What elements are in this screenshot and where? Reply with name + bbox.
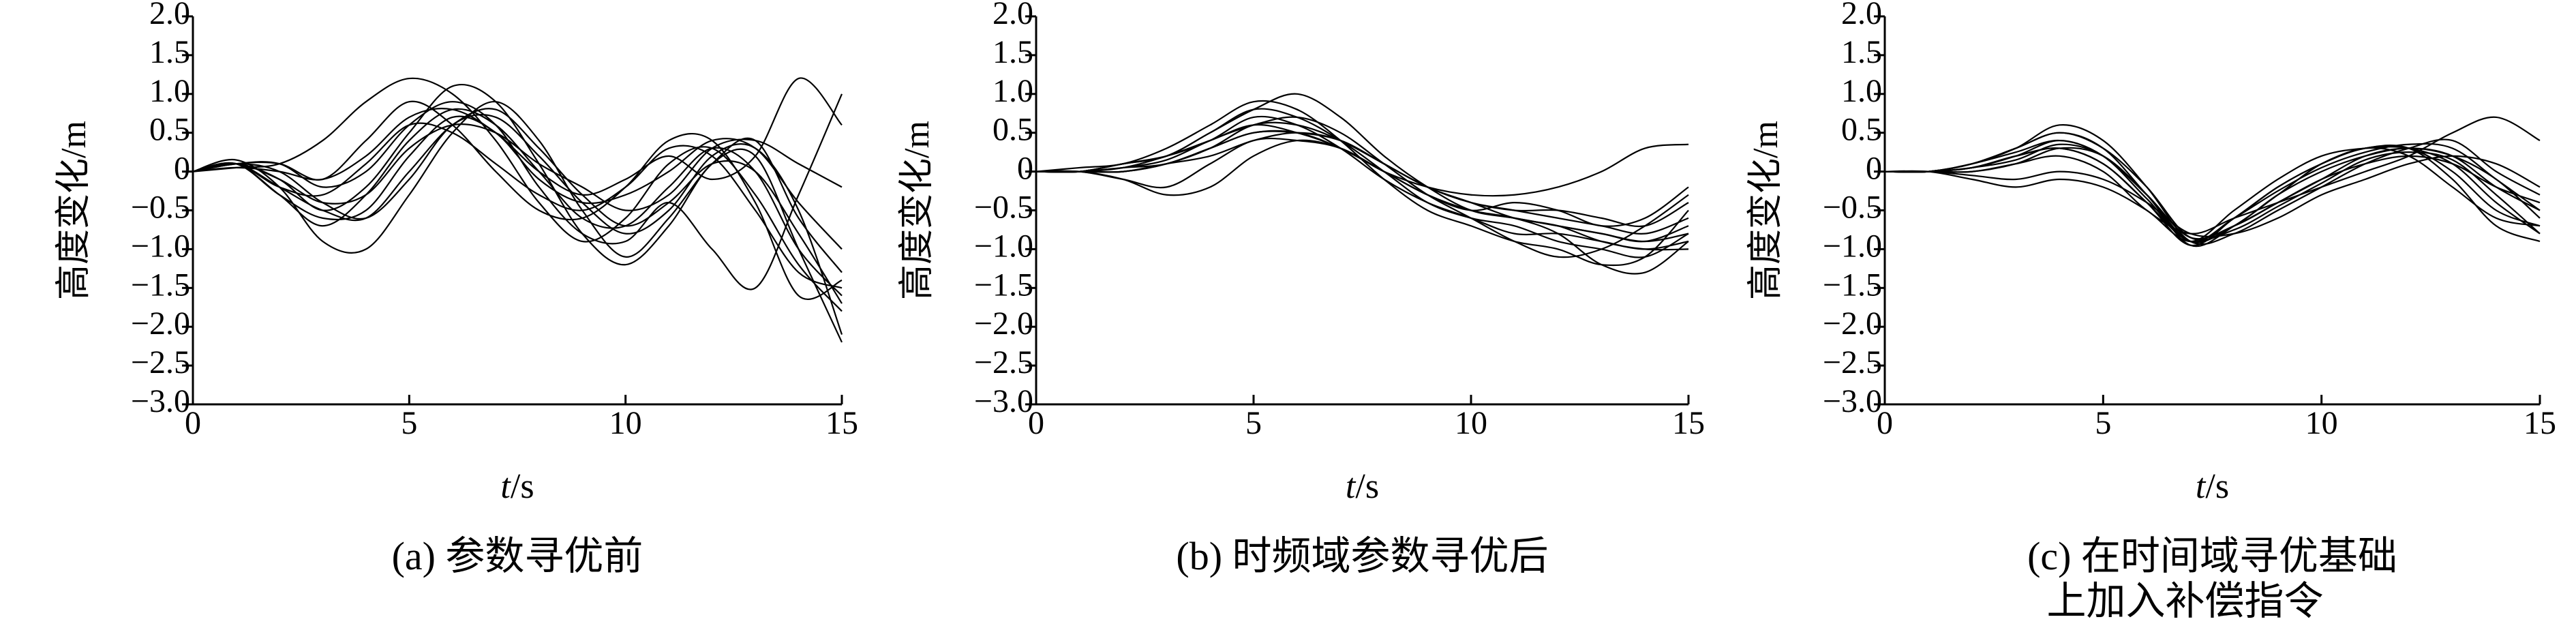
y-tick-label: −2.0 — [131, 305, 190, 342]
data-line — [192, 115, 843, 250]
x-tick-label: 10 — [609, 405, 642, 441]
y-tick-label: 2.0 — [1841, 0, 1882, 31]
x-tick-label: 15 — [1672, 405, 1705, 441]
y-axis-label: 高度变化/m — [55, 121, 93, 300]
y-tick-label: −0.5 — [131, 190, 190, 226]
data-line — [192, 123, 843, 211]
x-tick-label: 10 — [2305, 405, 2338, 441]
data-line — [192, 100, 843, 301]
y-tick-label: 1.5 — [1841, 34, 1882, 70]
x-tick-label: 0 — [185, 405, 201, 441]
y-tick-label: 2.0 — [992, 0, 1033, 31]
panel: 2.01.51.00.50−0.5−1.0−1.5−2.0−2.5−3.00 5 1… — [898, 0, 1705, 578]
data-line — [1885, 116, 2541, 235]
y-tick-label: −3.0 — [131, 383, 190, 419]
data-line — [1035, 93, 1689, 243]
y-axis-label: 高度变化/m — [1746, 121, 1785, 300]
y-tick-label: −1.0 — [131, 228, 190, 264]
y-tick-label: −2.5 — [1823, 344, 1882, 380]
y-tick-label: −1.5 — [974, 267, 1033, 303]
data-line — [192, 83, 843, 343]
x-axis-label: t/s — [1346, 467, 1379, 506]
data-line — [1884, 147, 2541, 247]
y-tick-label: −2.5 — [131, 344, 190, 380]
x-tick-label: 5 — [401, 405, 417, 441]
x-axis-label: t/s — [500, 467, 534, 506]
x-tick-label: 0 — [1877, 405, 1893, 441]
x-tick-label: 15 — [825, 405, 858, 441]
data-line — [1884, 139, 2541, 243]
y-tick-label: 0 — [174, 151, 190, 187]
panel: 2.01.51.00.50−0.5−1.0−1.5−2.0−2.5−3.00 5 1… — [55, 0, 858, 578]
y-tick-label: −2.5 — [974, 344, 1033, 380]
data-line — [1884, 132, 2541, 241]
y-axis-label: 高度变化/m — [898, 121, 937, 300]
data-line — [192, 108, 843, 297]
y-tick-label: 1.0 — [1841, 73, 1882, 109]
x-tick-label: 5 — [1245, 405, 1262, 441]
data-line — [192, 77, 843, 312]
y-tick-label: −0.5 — [1823, 190, 1882, 226]
x-tick-label: 0 — [1028, 405, 1044, 441]
caption: (b) 时频域参数寻优后 — [1176, 534, 1548, 578]
data-line — [192, 93, 843, 290]
y-tick-label: −1.5 — [1823, 267, 1882, 303]
data-line — [1035, 123, 1689, 227]
y-tick-label: 1.0 — [992, 73, 1033, 109]
y-tick-label: −1.0 — [1823, 228, 1882, 264]
y-tick-label: 0.5 — [992, 112, 1033, 148]
x-tick-label: 15 — [2524, 405, 2556, 441]
y-tick-label: 1.5 — [149, 34, 190, 70]
y-tick-label: 2.0 — [149, 0, 190, 31]
x-axis-label: t/s — [2196, 467, 2229, 506]
y-tick-label: −2.0 — [974, 305, 1033, 342]
y-tick-label: 0.5 — [149, 112, 190, 148]
data-line — [1885, 144, 2541, 248]
caption: 上加入补偿指令 — [2046, 579, 2323, 623]
y-tick-label: −0.5 — [974, 190, 1033, 226]
caption: (a) 参数寻优前 — [392, 534, 643, 578]
data-line — [1884, 155, 2541, 238]
y-tick-label: 0 — [1017, 151, 1033, 187]
y-tick-label: 1.0 — [149, 73, 190, 109]
y-tick-label: −3.0 — [1823, 383, 1882, 419]
data-line — [1035, 100, 1689, 267]
data-line — [1036, 130, 1689, 251]
data-line — [1036, 121, 1689, 235]
panel: 2.01.51.00.50−0.5−1.0−1.5−2.0−2.5−3.00 5 1… — [1746, 0, 2556, 623]
data-line — [1884, 124, 2541, 245]
caption: (c) 在时间域寻优基础 — [2027, 534, 2397, 578]
x-tick-label: 5 — [2095, 405, 2111, 441]
y-tick-label: −1.5 — [131, 267, 190, 303]
x-tick-label: 10 — [1455, 405, 1487, 441]
y-tick-label: −3.0 — [974, 383, 1033, 419]
y-tick-label: −1.0 — [974, 228, 1033, 264]
y-tick-label: 1.5 — [992, 34, 1033, 70]
y-tick-label: 0 — [1866, 151, 1882, 187]
y-tick-label: −2.0 — [1823, 305, 1882, 342]
data-line — [1884, 132, 2541, 243]
data-line — [192, 108, 843, 304]
y-tick-label: 0.5 — [1841, 112, 1882, 148]
data-line — [1035, 116, 1689, 258]
